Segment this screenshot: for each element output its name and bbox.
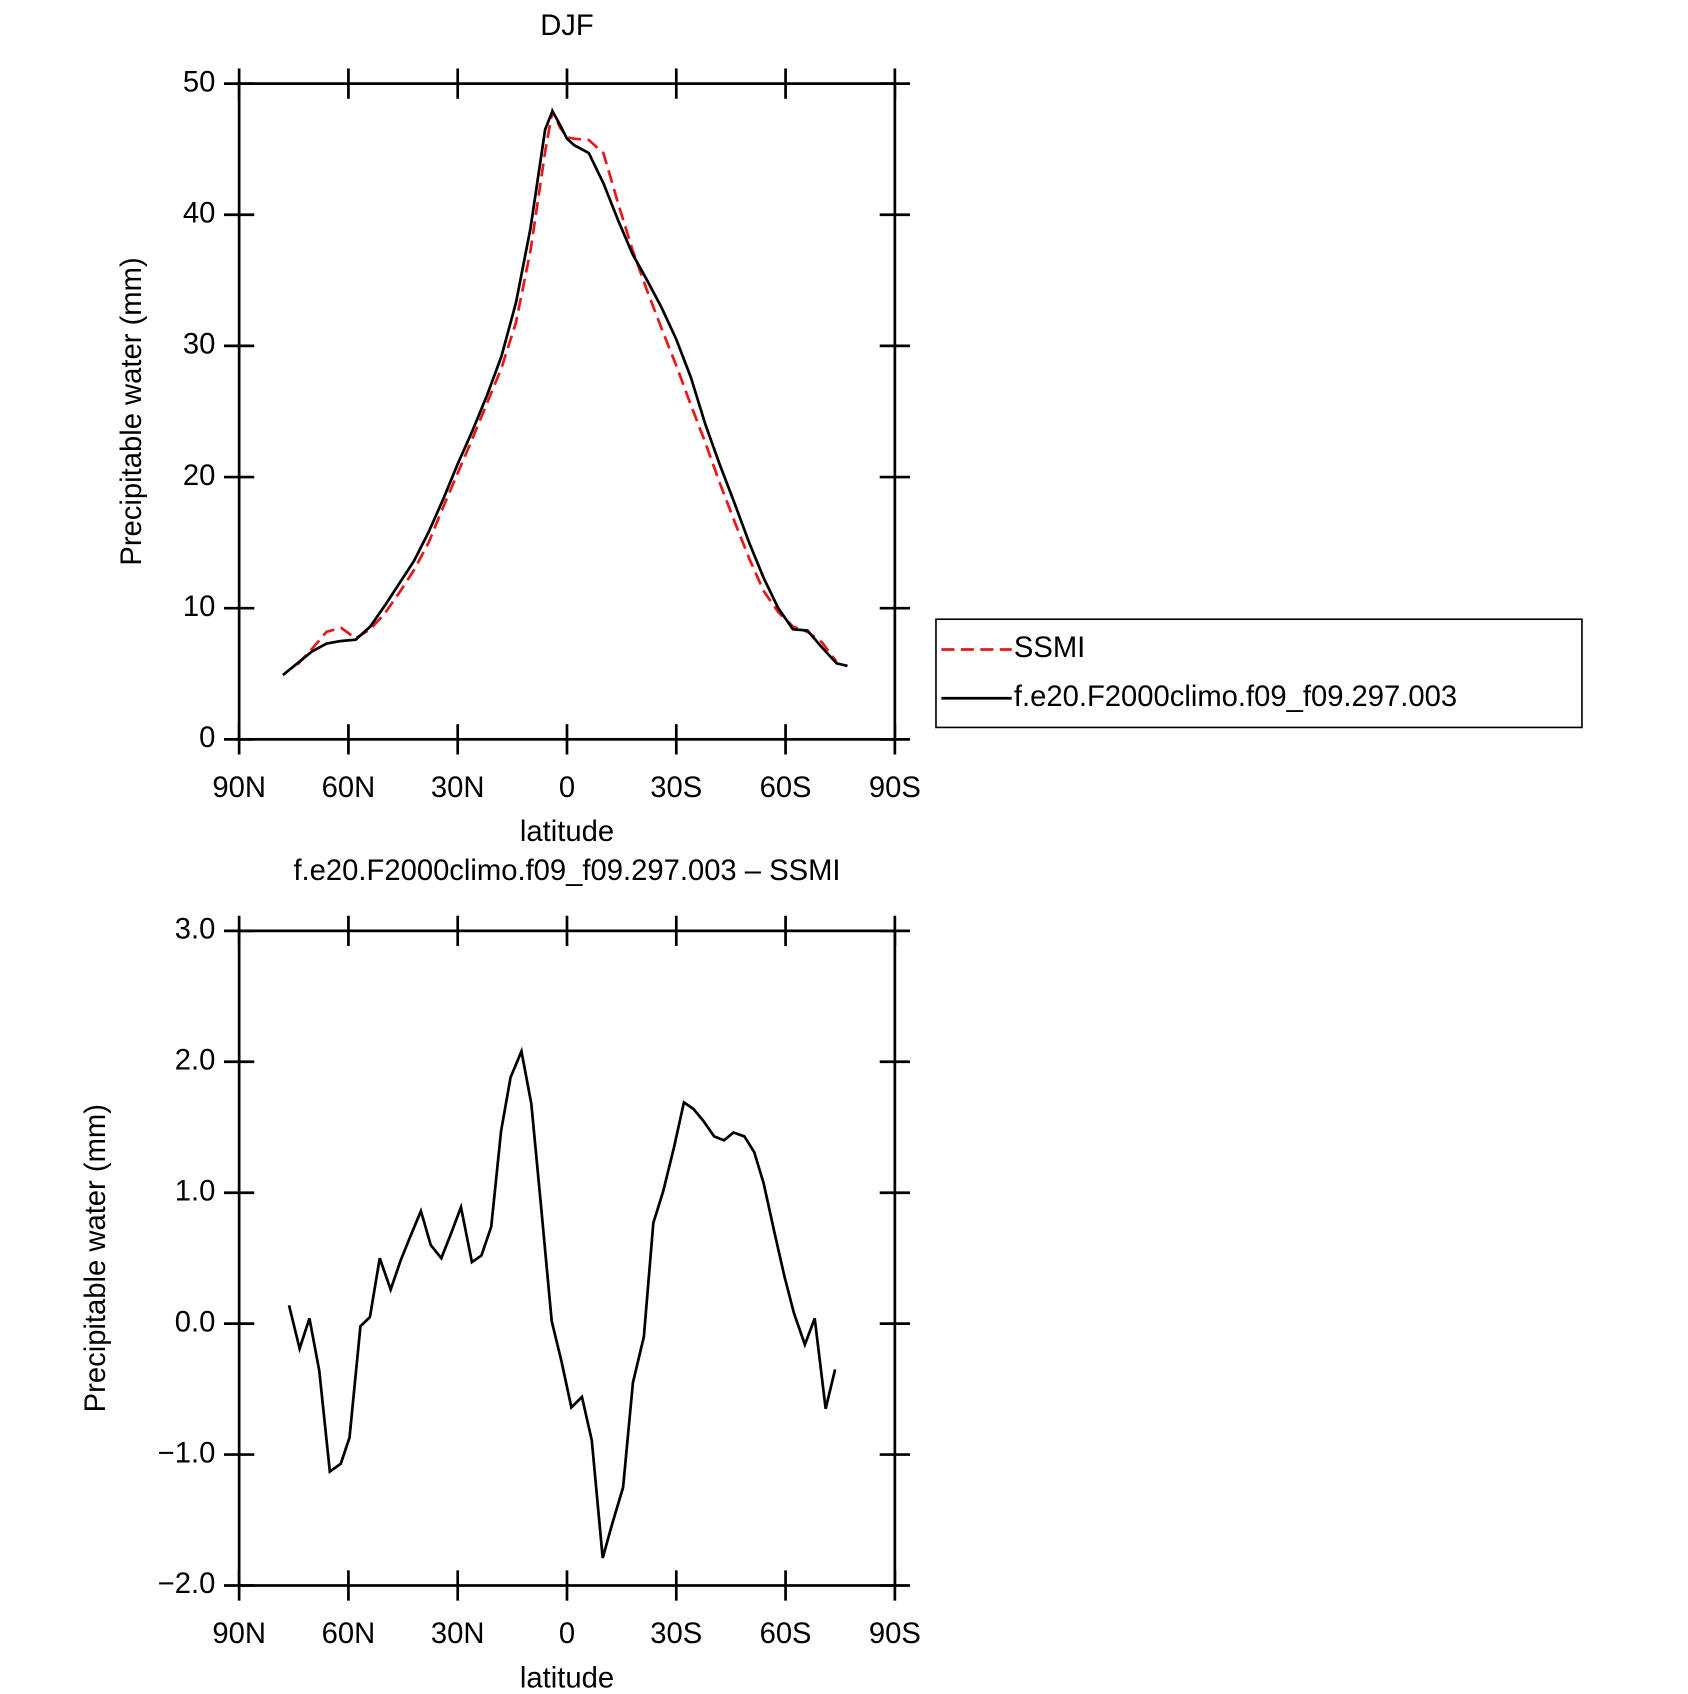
y-tick-label: 20 [183, 460, 215, 492]
x-tick-label: 60S [760, 772, 812, 804]
y-tick-label: 40 [183, 197, 215, 229]
x-tick-label: 0 [559, 772, 575, 804]
legend-label: f.e20.F2000climo.f09_f09.297.003 [1014, 681, 1457, 713]
x-tick-label: 30S [650, 1618, 702, 1650]
y-tick-label: 30 [183, 329, 215, 361]
x-tick-label: 30N [431, 1618, 485, 1650]
x-tick-label: 0 [559, 1618, 575, 1650]
x-tick-label: 90S [869, 1618, 921, 1650]
data-line [281, 108, 848, 677]
y-tick-label: 0.0 [175, 1306, 216, 1338]
legend-label: SSMI [1014, 632, 1085, 664]
x-tick-label: 90S [869, 772, 921, 804]
y-tick-label: −1.0 [158, 1437, 216, 1469]
data-line [296, 106, 838, 666]
plot-frame [237, 929, 897, 1587]
chart-title: DJF [540, 10, 594, 42]
y-tick-label: 3.0 [175, 914, 216, 946]
x-tick-label: 60N [322, 772, 376, 804]
x-tick-label: 30S [650, 772, 702, 804]
y-axis-label: Precipitable water (mm) [80, 1104, 112, 1412]
x-axis-label: latitude [520, 1662, 614, 1694]
y-tick-label: 0 [199, 722, 215, 754]
y-tick-label: 1.0 [175, 1175, 216, 1207]
legend-box [935, 618, 1583, 729]
x-tick-label: 60N [322, 1618, 376, 1650]
y-tick-label: 10 [183, 591, 215, 623]
x-tick-label: 90N [212, 772, 266, 804]
y-tick-label: −2.0 [158, 1568, 216, 1600]
y-tick-label: 2.0 [175, 1045, 216, 1077]
y-axis-label: Precipitable water (mm) [116, 257, 148, 565]
x-axis-label: latitude [520, 816, 614, 848]
x-tick-label: 60S [760, 1618, 812, 1650]
chart-title: f.e20.F2000climo.f09_f09.297.003 – SSMI [293, 855, 840, 887]
data-line [287, 1046, 837, 1559]
x-tick-label: 30N [431, 772, 485, 804]
x-tick-label: 90N [212, 1618, 266, 1650]
y-tick-label: 50 [183, 66, 215, 98]
